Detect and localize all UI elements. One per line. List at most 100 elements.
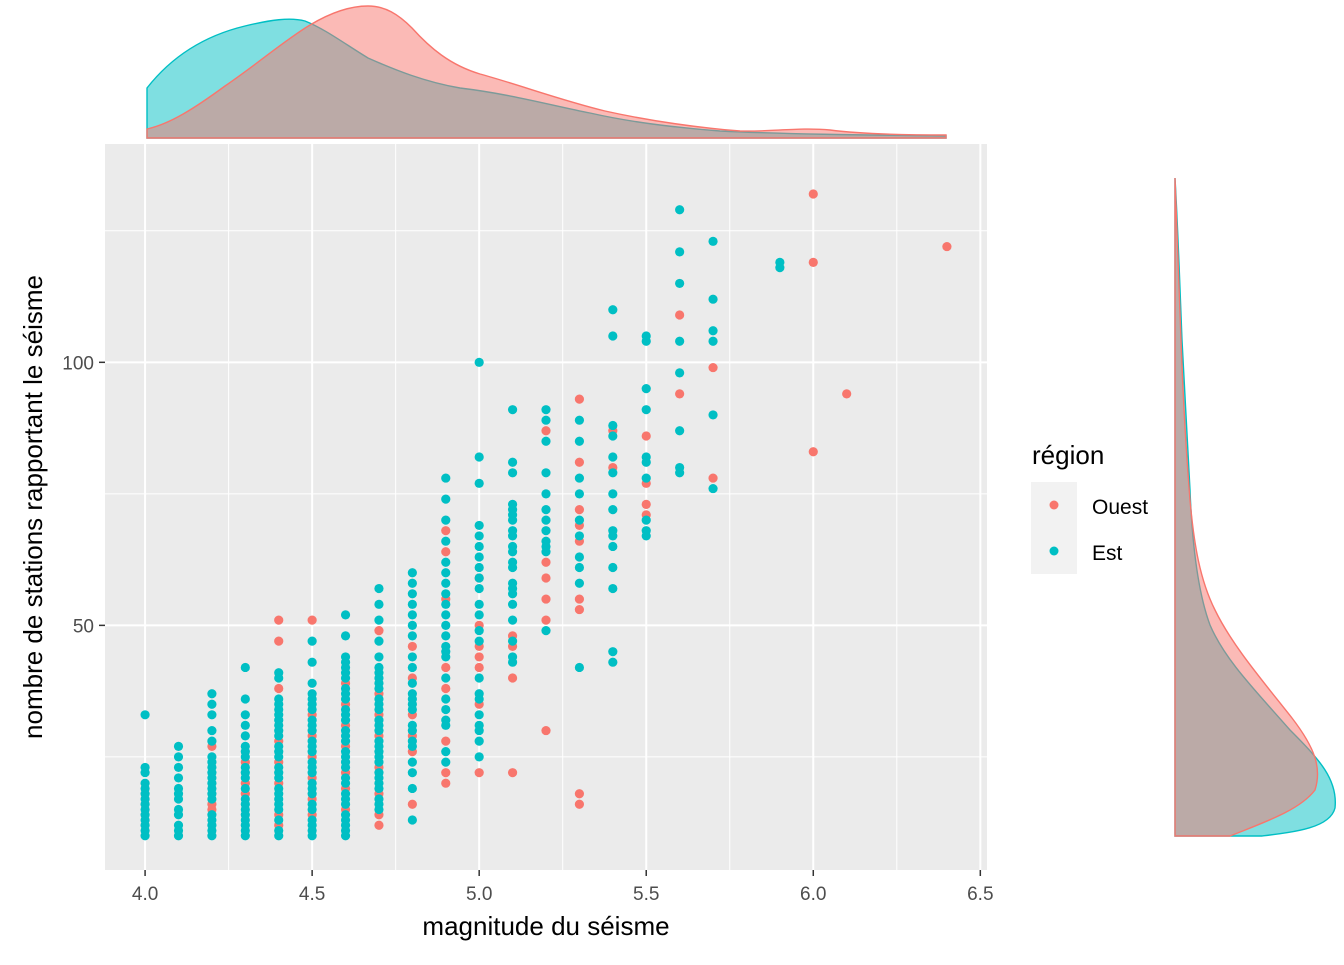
y-axis-label: nombre de stations rapportant le séisme <box>18 275 48 739</box>
point-est <box>441 747 451 757</box>
point-est <box>307 747 317 757</box>
point-ouest <box>541 557 551 567</box>
point-est <box>541 468 551 478</box>
point-est <box>574 562 585 573</box>
point-est <box>140 710 150 720</box>
x-tick-label: 4.0 <box>132 884 158 905</box>
point-est <box>240 831 250 841</box>
point-ouest <box>274 636 284 646</box>
point-est <box>608 452 618 462</box>
point-est <box>608 431 618 441</box>
point-est <box>407 704 417 715</box>
point-ouest <box>808 447 818 457</box>
point-est <box>374 652 384 662</box>
point-est <box>307 768 317 778</box>
right-density <box>1174 177 1336 837</box>
point-est <box>441 515 451 525</box>
point-est <box>474 710 484 720</box>
point-est <box>641 515 651 525</box>
point-est <box>407 678 417 688</box>
point-est <box>140 831 150 841</box>
point-est <box>441 620 451 630</box>
point-est <box>340 799 351 809</box>
point-est <box>608 468 618 478</box>
point-est <box>474 673 484 683</box>
point-est <box>173 810 184 820</box>
point-est <box>708 336 718 346</box>
point-ouest <box>441 778 451 788</box>
point-est <box>474 452 484 462</box>
point-est <box>608 657 618 667</box>
point-ouest <box>474 662 484 673</box>
point-est <box>474 736 484 746</box>
point-est <box>574 515 585 525</box>
point-est <box>441 652 451 662</box>
point-est <box>307 678 317 688</box>
point-ouest <box>507 673 518 683</box>
point-ouest <box>407 641 417 652</box>
point-est <box>441 473 451 483</box>
point-ouest <box>507 768 518 778</box>
legend-label-est: Est <box>1092 542 1123 565</box>
point-est <box>675 205 685 215</box>
point-est <box>407 662 417 673</box>
point-est <box>474 725 484 736</box>
point-est <box>708 236 718 246</box>
point-est <box>274 804 284 815</box>
point-est <box>340 778 351 788</box>
point-est <box>407 815 417 825</box>
point-est <box>474 626 484 636</box>
point-est <box>441 720 451 730</box>
point-ouest <box>441 736 451 746</box>
point-est <box>541 505 551 515</box>
point-ouest <box>541 615 551 625</box>
point-ouest <box>808 257 818 267</box>
point-est <box>274 773 284 783</box>
point-ouest <box>474 652 484 662</box>
point-est <box>441 494 451 504</box>
point-est <box>541 489 551 499</box>
point-est <box>407 599 417 609</box>
point-est <box>240 720 250 730</box>
point-est <box>340 715 351 725</box>
point-est <box>608 305 618 315</box>
point-est <box>240 773 250 783</box>
point-est <box>207 699 217 709</box>
point-est <box>274 731 284 741</box>
point-est <box>507 562 518 573</box>
point-est <box>207 831 217 841</box>
points <box>140 189 952 841</box>
point-est <box>507 657 518 667</box>
point-est <box>441 536 451 546</box>
point-est <box>441 599 451 609</box>
point-ouest <box>641 499 651 509</box>
point-est <box>274 831 284 841</box>
point-ouest <box>541 594 551 604</box>
point-est <box>541 405 551 415</box>
point-est <box>407 783 417 794</box>
point-est <box>574 436 585 446</box>
point-ouest <box>574 394 585 404</box>
point-est <box>240 731 250 741</box>
point-est <box>340 694 351 704</box>
point-est <box>374 683 384 694</box>
point-est <box>207 725 217 736</box>
point-ouest <box>842 389 852 399</box>
point-est <box>474 478 484 488</box>
point-est <box>307 704 317 715</box>
point-est <box>507 405 518 415</box>
point-est <box>307 725 317 736</box>
point-est <box>608 647 618 657</box>
point-est <box>507 599 518 609</box>
point-est <box>641 457 651 467</box>
point-ouest <box>708 473 718 483</box>
point-est <box>675 278 685 289</box>
point-est <box>608 541 618 552</box>
point-est <box>240 783 250 794</box>
point-ouest <box>942 241 952 252</box>
point-est <box>675 247 685 257</box>
point-est <box>374 636 384 646</box>
point-est <box>407 589 417 599</box>
point-est <box>574 552 585 562</box>
point-est <box>340 673 351 683</box>
